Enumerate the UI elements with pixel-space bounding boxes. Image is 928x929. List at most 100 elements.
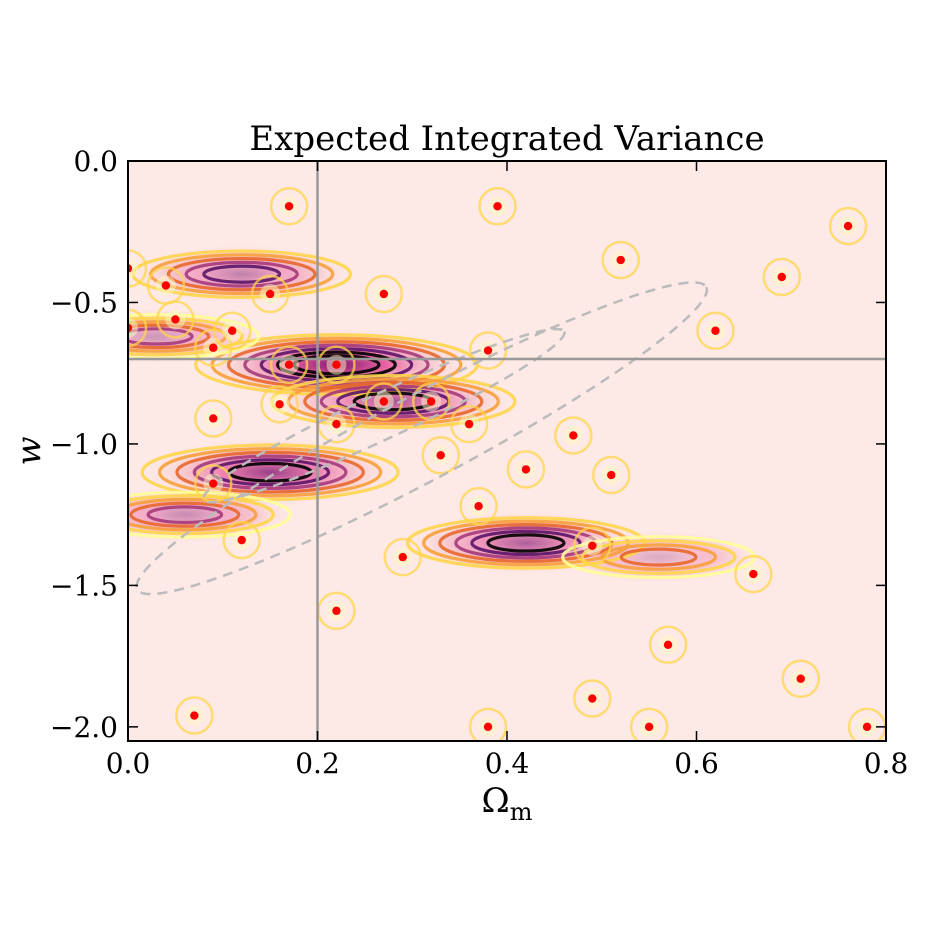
sample-point: [588, 541, 597, 550]
point-contour: [478, 187, 517, 226]
sample-point: [128, 323, 133, 333]
sample-point: [483, 346, 493, 355]
point-contour: [468, 331, 508, 370]
sample-point: [663, 640, 673, 650]
dashed-contour: [135, 281, 709, 596]
sample-point: [644, 722, 654, 732]
sample-point: [190, 711, 199, 720]
sample-point: [711, 326, 720, 335]
sample-point: [284, 202, 294, 211]
point-contour: [781, 659, 820, 699]
point-contour: [696, 311, 735, 351]
x-tick-label: 0.8: [864, 747, 909, 780]
point-contour: [459, 486, 498, 526]
contour-ring: [580, 539, 737, 575]
point-contour: [175, 696, 214, 735]
x-tick-label: 0.6: [674, 747, 719, 780]
point-contour: [573, 679, 612, 718]
x-tick-label: 0.2: [295, 747, 340, 780]
contour-ring: [128, 490, 292, 539]
sample-point: [379, 289, 389, 299]
sample-point: [209, 479, 218, 488]
contour-ring: [128, 497, 258, 532]
axis-ticks: 0.0 0.2 0.4 0.6 0.8 0.0 −0.5 −1.0 −1.5 −2.0: [50, 145, 908, 780]
contour-ring: [303, 381, 484, 422]
y-tick-label: −0.5: [50, 286, 118, 319]
contour-ring: [175, 450, 365, 494]
point-contour: [468, 707, 508, 741]
sample-point: [228, 326, 237, 335]
x-tick-label: 0.4: [485, 747, 530, 780]
point-contour: [128, 249, 148, 288]
x-tick-label: 0.0: [106, 747, 151, 780]
contour-ring: [619, 547, 698, 567]
sample-point: [332, 419, 341, 429]
x-axis-label-sub: m: [510, 798, 533, 826]
sample-point: [464, 419, 474, 429]
y-tick-label: −2.0: [50, 711, 118, 744]
sample-point: [275, 400, 284, 409]
point-contour: [260, 385, 299, 424]
sample-point: [237, 535, 246, 545]
plot-area: [128, 161, 886, 741]
point-contour: [573, 526, 612, 566]
point-contour: [156, 300, 195, 339]
sample-point: [171, 315, 180, 324]
x-axis-label-main: Ω: [482, 781, 510, 821]
contour-ring: [128, 323, 211, 350]
sample-point: [161, 281, 171, 290]
point-contour: [601, 240, 640, 280]
sample-point: [427, 397, 436, 406]
sample-point: [607, 470, 616, 480]
y-tick-label: 0.0: [73, 145, 118, 178]
contour-ring: [192, 454, 348, 490]
point-contour: [250, 274, 290, 314]
contour-ring: [184, 260, 299, 288]
point-contour: [128, 308, 148, 348]
sample-point: [284, 360, 294, 369]
contour-ring: [202, 264, 282, 284]
contour-ring: [486, 533, 566, 553]
sample-point: [796, 674, 805, 683]
sample-point: [616, 255, 625, 265]
x-axis-label: Ωm: [482, 781, 533, 826]
point-contour: [762, 257, 802, 297]
point-contour: [734, 554, 773, 594]
point-contour: [449, 404, 489, 444]
sample-point: [569, 431, 578, 440]
contour-ring: [140, 443, 400, 502]
contour-ring: [600, 543, 718, 571]
point-contour: [364, 274, 404, 314]
point-contour: [421, 435, 460, 475]
y-axis-label: w: [9, 436, 49, 465]
point-halo: [128, 258, 138, 279]
contour-ring: [166, 256, 317, 292]
point-contour: [591, 455, 631, 495]
sample-point: [398, 552, 407, 562]
sample-point: [777, 272, 786, 282]
y-tick-label: −1.5: [50, 569, 118, 602]
point-contour: [554, 416, 593, 455]
sample-point: [209, 414, 218, 423]
point-halo: [128, 317, 138, 338]
sample-point: [493, 202, 502, 211]
contour-ring: [259, 347, 414, 383]
point-contour: [194, 399, 233, 438]
sample-point: [843, 221, 853, 231]
point-contour: [506, 450, 546, 489]
sample-point: [209, 343, 218, 352]
sample-point: [483, 722, 493, 732]
sample-point: [379, 397, 389, 406]
sample-point: [749, 569, 758, 579]
sample-point: [474, 501, 483, 511]
point-contour: [828, 206, 868, 246]
sample-point: [588, 694, 597, 703]
sample-point: [436, 451, 445, 460]
sample-point: [521, 465, 531, 474]
contour-ring: [470, 529, 582, 557]
sample-point: [128, 264, 133, 273]
point-contour: [269, 187, 309, 226]
point-contour: [411, 382, 451, 421]
contour-ring: [129, 501, 241, 528]
